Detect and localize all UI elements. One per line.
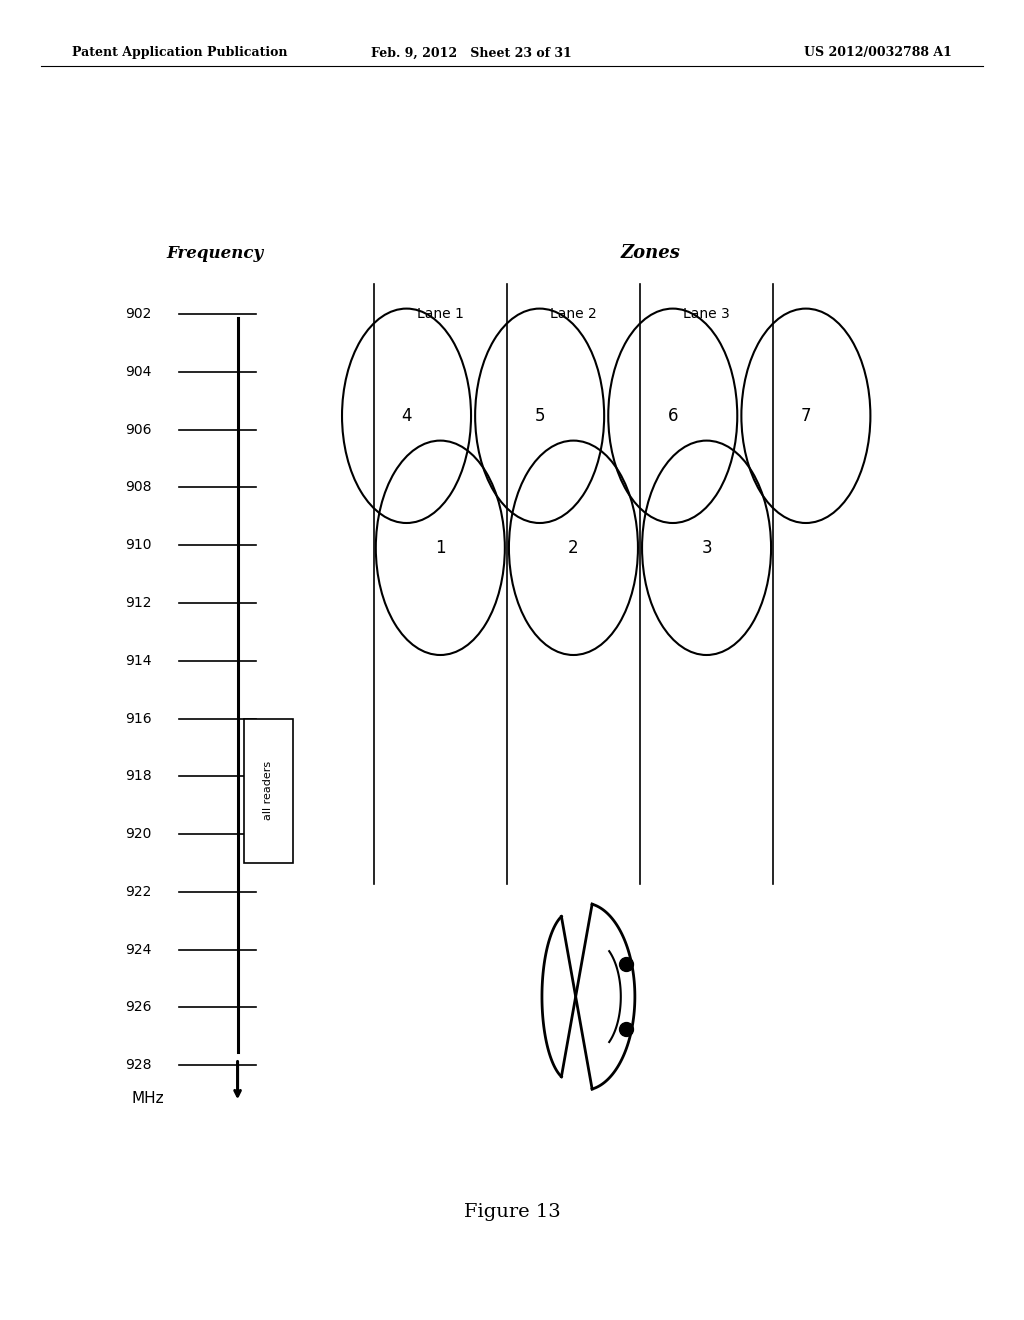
Text: 912: 912 — [125, 597, 152, 610]
Text: Feb. 9, 2012   Sheet 23 of 31: Feb. 9, 2012 Sheet 23 of 31 — [371, 46, 571, 59]
Text: 5: 5 — [535, 407, 545, 425]
Text: 928: 928 — [125, 1059, 152, 1072]
Text: 910: 910 — [125, 539, 152, 552]
Text: 902: 902 — [125, 308, 152, 321]
Text: 914: 914 — [125, 653, 152, 668]
Text: Lane 3: Lane 3 — [683, 308, 730, 321]
Text: 926: 926 — [125, 1001, 152, 1015]
Text: all readers: all readers — [263, 762, 273, 820]
Text: 6: 6 — [668, 407, 678, 425]
Text: Figure 13: Figure 13 — [464, 1203, 560, 1221]
Text: 920: 920 — [125, 828, 152, 841]
Text: 7: 7 — [801, 407, 811, 425]
Text: Patent Application Publication: Patent Application Publication — [72, 46, 287, 59]
Text: 4: 4 — [401, 407, 412, 425]
Text: 3: 3 — [701, 539, 712, 557]
Text: MHz: MHz — [131, 1090, 164, 1106]
Text: 916: 916 — [125, 711, 152, 726]
Text: US 2012/0032788 A1: US 2012/0032788 A1 — [805, 46, 952, 59]
Text: 924: 924 — [125, 942, 152, 957]
Text: Lane 2: Lane 2 — [550, 308, 597, 321]
Text: 918: 918 — [125, 770, 152, 783]
Text: 922: 922 — [125, 884, 152, 899]
Text: 908: 908 — [125, 480, 152, 495]
Bar — [244, 718, 293, 863]
Text: 904: 904 — [125, 364, 152, 379]
Text: Frequency: Frequency — [167, 246, 263, 261]
Text: Zones: Zones — [621, 244, 680, 263]
Text: 2: 2 — [568, 539, 579, 557]
Text: 906: 906 — [125, 422, 152, 437]
Text: Lane 1: Lane 1 — [417, 308, 464, 321]
Text: 1: 1 — [435, 539, 445, 557]
